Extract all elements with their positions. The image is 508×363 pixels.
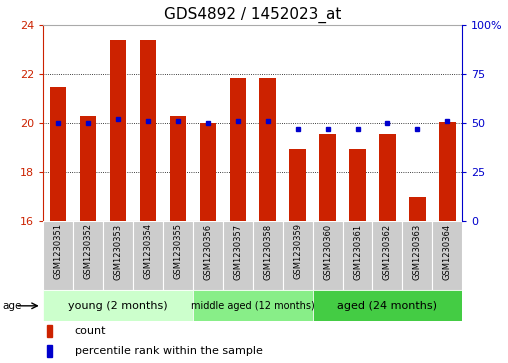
- Text: GSM1230358: GSM1230358: [263, 224, 272, 280]
- Bar: [230, 78, 246, 221]
- Bar: [103, 221, 133, 290]
- Bar: [80, 116, 97, 221]
- Bar: [282, 221, 312, 290]
- Bar: [260, 78, 276, 221]
- Bar: [110, 40, 126, 221]
- Bar: [409, 197, 426, 221]
- Text: GSM1230361: GSM1230361: [353, 224, 362, 280]
- Bar: [379, 134, 396, 221]
- Text: GSM1230359: GSM1230359: [293, 224, 302, 280]
- Text: GSM1230356: GSM1230356: [203, 224, 212, 280]
- Title: GDS4892 / 1452023_at: GDS4892 / 1452023_at: [164, 7, 341, 23]
- Bar: [372, 221, 402, 290]
- Bar: [439, 122, 456, 221]
- Bar: [47, 325, 52, 337]
- Text: GSM1230360: GSM1230360: [323, 224, 332, 280]
- Bar: [43, 221, 73, 290]
- Bar: [47, 345, 52, 357]
- Bar: [432, 221, 462, 290]
- Bar: [73, 221, 103, 290]
- Bar: [43, 290, 193, 321]
- Bar: [50, 87, 67, 221]
- Text: GSM1230362: GSM1230362: [383, 224, 392, 280]
- Bar: [140, 40, 156, 221]
- Bar: [253, 221, 282, 290]
- Text: middle aged (12 months): middle aged (12 months): [191, 301, 314, 311]
- Text: GSM1230351: GSM1230351: [54, 224, 62, 280]
- Bar: [200, 123, 216, 221]
- Bar: [320, 134, 336, 221]
- Text: GSM1230352: GSM1230352: [84, 224, 92, 280]
- Bar: [163, 221, 193, 290]
- Bar: [193, 221, 223, 290]
- Bar: [223, 221, 253, 290]
- Bar: [312, 290, 462, 321]
- Bar: [133, 221, 163, 290]
- Text: count: count: [75, 326, 106, 336]
- Text: percentile rank within the sample: percentile rank within the sample: [75, 346, 263, 356]
- Bar: [170, 116, 186, 221]
- Text: GSM1230354: GSM1230354: [143, 224, 152, 280]
- Text: young (2 months): young (2 months): [68, 301, 168, 311]
- Text: GSM1230357: GSM1230357: [233, 224, 242, 280]
- Text: GSM1230364: GSM1230364: [443, 224, 452, 280]
- Bar: [312, 221, 342, 290]
- Text: aged (24 months): aged (24 months): [337, 301, 437, 311]
- Bar: [402, 221, 432, 290]
- Text: GSM1230353: GSM1230353: [113, 224, 122, 280]
- Text: GSM1230363: GSM1230363: [413, 224, 422, 280]
- Text: GSM1230355: GSM1230355: [173, 224, 182, 280]
- Bar: [342, 221, 372, 290]
- Bar: [350, 149, 366, 221]
- Bar: [193, 290, 312, 321]
- Bar: [290, 149, 306, 221]
- Text: age: age: [3, 301, 22, 311]
